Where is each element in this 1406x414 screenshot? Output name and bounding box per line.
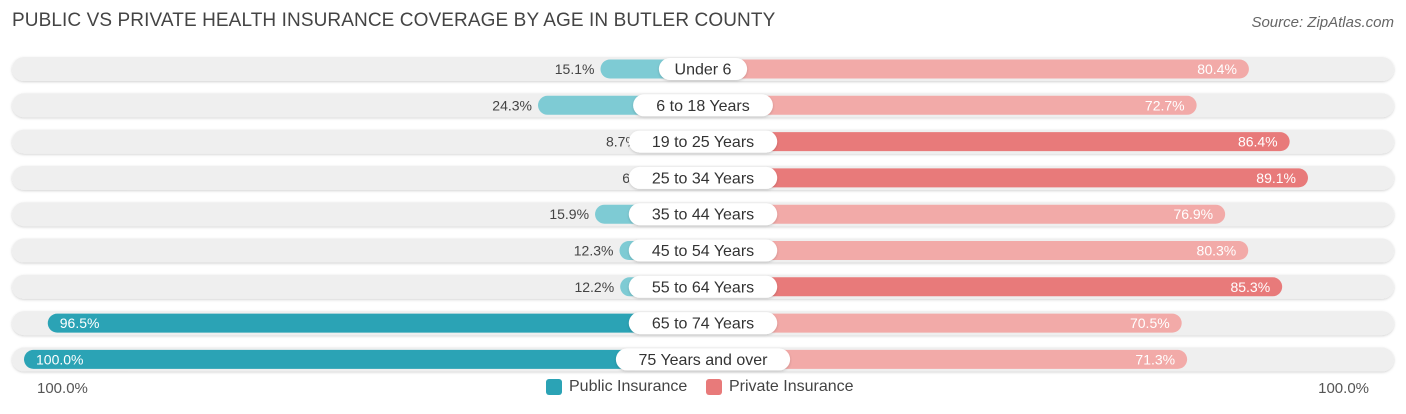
category-pill — [628, 130, 778, 153]
value-label-public: 100.0% — [36, 351, 83, 367]
value-label-public: 12.2% — [574, 279, 614, 295]
category-label: 65 to 74 Years — [652, 316, 754, 333]
bar-public — [47, 313, 703, 333]
category-pill — [628, 166, 778, 189]
chart-row: 100.0% 71.3% 75 Years and over — [12, 347, 1394, 372]
chart-row: 8.7% 86.4%19 to 25 Years — [12, 129, 1394, 154]
chart-row: 24.3% 72.7% 6 to 18 Years — [12, 93, 1394, 118]
category-pill — [615, 348, 791, 371]
value-label-private: 70.5% — [1130, 315, 1170, 331]
legend-swatch-public — [546, 379, 562, 395]
category-label: 45 to 54 Years — [652, 243, 754, 260]
bar-private — [703, 132, 1290, 152]
value-label-private: 86.4% — [1238, 134, 1278, 150]
value-label-private: 76.9% — [1173, 206, 1213, 222]
value-label-private: 71.3% — [1135, 351, 1175, 367]
bar-private — [703, 241, 1249, 260]
category-label: 19 to 25 Years — [652, 134, 754, 151]
category-pill — [628, 312, 778, 335]
legend-swatch-private — [706, 379, 722, 395]
value-label-public: 24.3% — [492, 97, 532, 113]
legend-item-private[interactable]: Private Insurance — [706, 378, 854, 396]
bar-private — [703, 313, 1182, 333]
value-label-private: 80.4% — [1197, 61, 1237, 77]
chart-row: 15.9% 76.9% 35 to 44 Years — [12, 202, 1394, 227]
category-pill — [633, 94, 773, 117]
category-pill — [628, 275, 778, 298]
category-pill — [628, 203, 778, 226]
bar-private — [703, 95, 1197, 115]
bar-private — [703, 349, 1188, 369]
bar-private — [703, 204, 1226, 224]
category-label: 75 Years and over — [639, 352, 769, 369]
chart-row: 96.5% 70.5% 65 to 74 Years — [12, 311, 1394, 336]
legend-item-public[interactable]: Public Insurance — [546, 378, 687, 396]
bar-private — [703, 277, 1283, 297]
value-label-public: 15.9% — [549, 206, 589, 222]
category-label: Under 6 — [675, 62, 732, 79]
diverging-bar-chart: 15.1% 80.4% Under 6 24.3% 72.7% 6 to 18 Years… — [12, 57, 1394, 372]
bar-private — [703, 168, 1308, 188]
bar-public — [24, 349, 703, 369]
chart-title: PUBLIC VS PRIVATE HEALTH INSURANCE COVER… — [12, 10, 776, 31]
category-label: 35 to 44 Years — [652, 207, 754, 224]
axis-right-label: 100.0% — [1318, 380, 1369, 397]
value-label-public: 15.1% — [555, 61, 595, 77]
value-label-public: 12.3% — [574, 243, 614, 259]
chart-row: 6.3%89.1%25 to 34 Years — [12, 165, 1394, 190]
value-label-public: 96.5% — [60, 315, 100, 331]
value-label-private: 80.3% — [1197, 243, 1237, 259]
legend-label-private: Private Insurance — [729, 378, 854, 395]
category-label: 55 to 64 Years — [652, 279, 754, 296]
category-pill — [628, 239, 778, 262]
legend-label-public: Public Insurance — [569, 378, 688, 395]
value-label-private: 89.1% — [1256, 170, 1296, 186]
chart-row: 12.3% 80.3% 45 to 54 Years — [12, 238, 1394, 263]
legend: Public Insurance Private Insurance — [0, 378, 1406, 400]
category-label: 6 to 18 Years — [656, 98, 749, 115]
axis-left-label: 100.0% — [37, 380, 88, 397]
value-label-private: 85.3% — [1230, 279, 1270, 295]
chart-row: 15.1% 80.4% Under 6 — [12, 57, 1394, 81]
chart-row: 12.2% 85.3% 55 to 64 Years — [12, 274, 1394, 299]
bar-private — [703, 59, 1249, 79]
category-label: 25 to 34 Years — [652, 170, 754, 187]
source-label: Source: ZipAtlas.com — [1251, 14, 1394, 31]
category-pill — [658, 58, 748, 80]
value-label-private: 72.7% — [1145, 97, 1185, 113]
